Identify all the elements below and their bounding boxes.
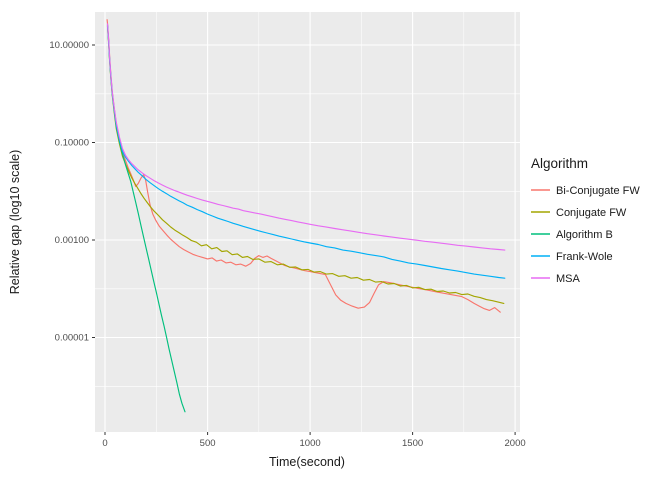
y-tick-label: 10.00000 [49,40,89,51]
legend-title: Algorithm [531,156,588,171]
y-tick-label: 0.00001 [55,333,89,344]
legend-label-algorithm-b: Algorithm B [556,229,613,241]
legend-items: Bi-Conjugate FW Conjugate FW Algorithm B Fr… [531,185,640,285]
y-tick-label: 0.10000 [55,138,89,149]
legend-label-bi-conjugate-fw: Bi-Conjugate FW [556,185,640,197]
x-tick-label: 500 [200,438,216,449]
series-line-msa [106,23,506,251]
x-tick-label: 1500 [402,438,423,449]
legend-label-frank-wole: Frank-Wole [556,251,613,263]
axis-tick-labels: 0 500 1000 1500 2000 10.00000 0.10000 0.00100 0.… [49,40,525,449]
x-tick-label: 1000 [300,438,321,449]
gridlines-major [95,12,520,432]
series-lines [106,19,506,413]
axis-ticks [92,44,516,435]
y-tick-label: 0.00100 [55,235,89,246]
x-tick-label: 2000 [505,438,526,449]
y-axis-title: Relative gap (log10 scale) [8,150,22,295]
plot-panel [95,12,520,432]
legend-label-msa: MSA [556,273,581,285]
series-line-frank-wole [106,24,506,279]
series-line-conjugate-fw [106,25,505,304]
x-axis-title: Time(second) [269,455,345,469]
x-tick-label: 0 [102,438,107,449]
legend-label-conjugate-fw: Conjugate FW [556,207,627,219]
